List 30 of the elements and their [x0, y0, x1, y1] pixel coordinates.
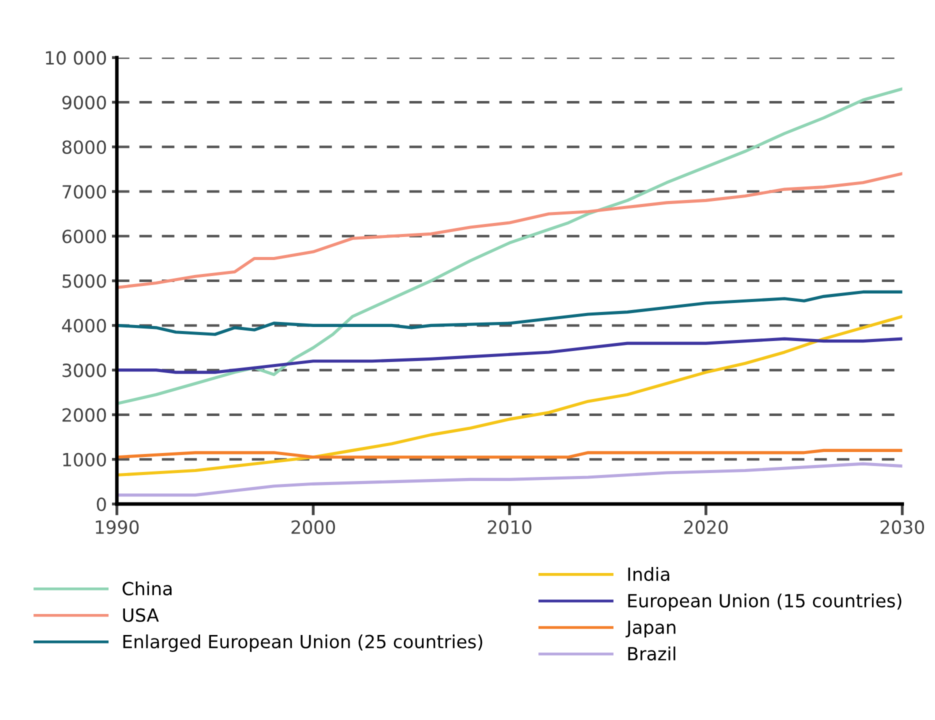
x-tick-label: 2020	[684, 520, 728, 534]
y-tick-label: 8000	[62, 140, 106, 154]
y-tick-label: 0	[96, 497, 106, 512]
line-series	[116, 314, 902, 477]
legend-label: China	[122, 581, 172, 596]
y-tick-label: 5000	[62, 274, 106, 288]
line-series	[116, 462, 902, 497]
x-tick-label: 2030	[880, 520, 924, 534]
y-tick-label: 1000	[63, 452, 106, 466]
legend-label: European Union (15 countries)	[628, 594, 902, 612]
legend-label: USA	[123, 608, 159, 622]
x-tick-label: 2010	[488, 520, 532, 534]
legend-label: Enlarged European Union (25 countries)	[123, 634, 482, 652]
legend-label: Brazil	[628, 646, 676, 661]
line-series	[116, 172, 902, 290]
line-series	[116, 448, 902, 459]
y-tick-label: 7000	[62, 184, 106, 199]
x-tick-label: 2000	[292, 520, 335, 534]
x-tick-label: 1990	[96, 520, 139, 534]
line-series	[116, 290, 902, 336]
y-tick-label: 10 000	[46, 51, 106, 65]
line-series	[116, 87, 902, 406]
y-tick-label: 9000	[62, 96, 106, 110]
legend-label: Japan	[626, 620, 676, 638]
y-tick-label: 6000	[62, 230, 106, 244]
line-series	[116, 337, 902, 374]
y-tick-label: 4000	[62, 318, 106, 333]
y-tick-label: 3000	[62, 364, 106, 378]
legend-label: India	[628, 567, 670, 582]
y-tick-label: 2000	[62, 408, 106, 422]
